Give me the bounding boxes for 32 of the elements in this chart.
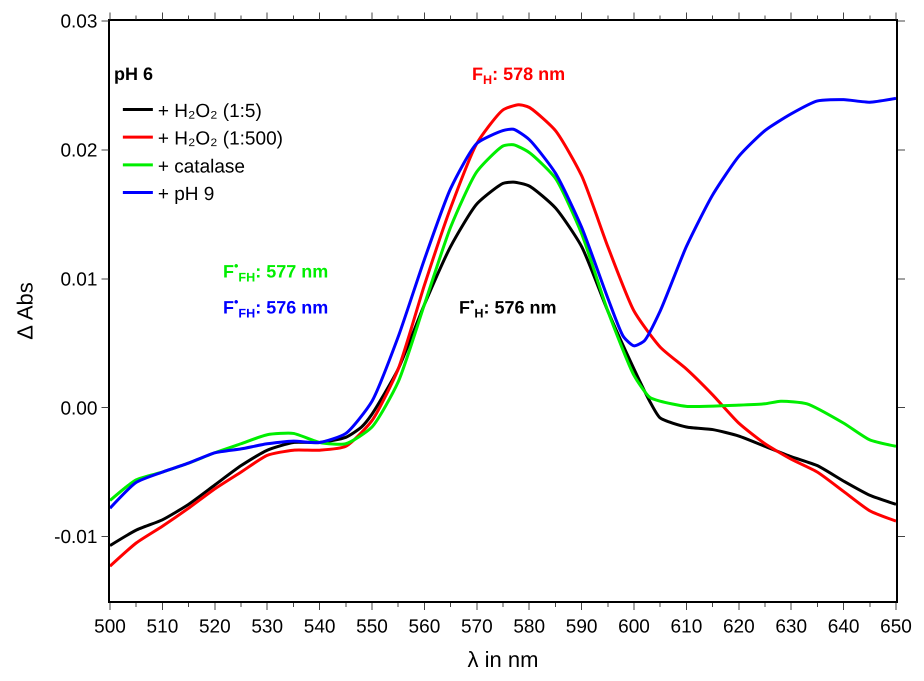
x-tick-label: 560 xyxy=(408,616,440,638)
x-tick-label: 520 xyxy=(198,616,231,638)
y-tick-label: 0.01 xyxy=(60,269,98,290)
annotation: F$^{•}$$_{FH}$: 576 nm xyxy=(223,295,328,320)
y-tick-label: 0.03 xyxy=(60,12,98,33)
x-tick-label: 640 xyxy=(828,616,860,638)
legend-label: + catalase xyxy=(158,156,246,178)
x-tick-label: 590 xyxy=(566,616,598,638)
x-tick-label: 620 xyxy=(722,616,755,638)
annotation: pH 6 xyxy=(114,64,154,84)
y-axis-title: Δ Abs xyxy=(12,282,38,340)
x-tick-label: 570 xyxy=(460,616,493,638)
x-tick-label: 510 xyxy=(146,616,178,638)
x-tick-label: 540 xyxy=(304,616,336,638)
legend-label: + pH 9 xyxy=(158,184,214,205)
y-tick-label: -0.01 xyxy=(54,527,98,548)
annotation: F$_{H}$: 578 nm xyxy=(472,64,566,87)
legend-label: + H₂O₂ (1:5) xyxy=(158,100,262,122)
annotation: F$^{•}$$_{FH}$: 577 nm xyxy=(223,259,328,284)
annotation: F$^{•}$$_{H}$: 576 nm xyxy=(459,295,557,320)
y-tick-label: 0.00 xyxy=(60,398,98,420)
x-axis-title: λ in nm xyxy=(468,646,538,672)
x-tick-label: 580 xyxy=(513,616,546,638)
y-tick-label: 0.02 xyxy=(60,140,98,162)
x-tick-label: 600 xyxy=(618,616,650,638)
x-tick-label: 530 xyxy=(251,616,284,638)
x-tick-label: 610 xyxy=(670,616,702,638)
x-tick-label: 550 xyxy=(356,616,388,638)
x-tick-label: 500 xyxy=(94,616,126,638)
legend-label: + H₂O₂ (1:500) xyxy=(158,128,283,150)
x-tick-label: 630 xyxy=(775,616,808,638)
x-tick-label: 650 xyxy=(880,616,912,638)
